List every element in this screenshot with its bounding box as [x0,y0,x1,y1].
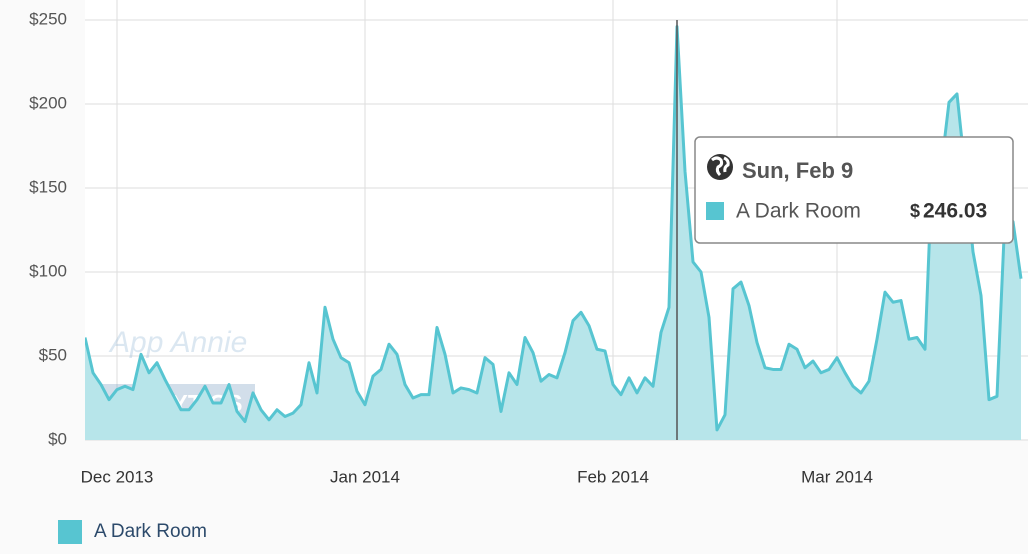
tooltip-box [694,136,1014,244]
tooltip: Sun, Feb 9 A Dark Room $ 246.03 [694,136,1014,244]
y-tick-label: $200 [29,93,67,112]
y-tick-label: $0 [48,429,67,448]
x-tick-label: Dec 2013 [81,467,154,486]
tooltip-series: A Dark Room [736,200,861,223]
x-tick-label: Mar 2014 [801,467,873,486]
x-tick-label: Jan 2014 [330,467,400,486]
tooltip-currency: $ [910,201,920,221]
legend-label[interactable]: A Dark Room [94,521,207,542]
globe-icon-land [711,156,730,177]
tooltip-swatch [706,202,724,220]
y-tick-label: $150 [29,177,67,196]
line [85,25,1023,432]
y-tick-label: $250 [29,9,67,28]
tooltip-value: 246.03 [923,200,987,223]
legend: A Dark Room [58,520,207,544]
series [85,20,1023,441]
y-tick-label: $50 [39,345,67,364]
legend-swatch[interactable] [58,520,82,544]
watermark-brand: App Annie [108,326,247,359]
x-tick-label: Feb 2014 [577,467,649,486]
tooltip-date: Sun, Feb 9 [742,158,853,183]
y-tick-label: $100 [29,261,67,280]
area [85,26,1021,441]
axes: $0 $50 $100 $150 $200 $250 Dec 2013 Jan 2014 Feb… [29,9,873,486]
